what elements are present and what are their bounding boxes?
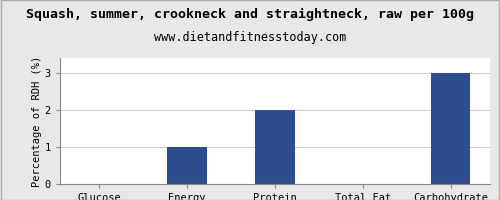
Text: Squash, summer, crookneck and straightneck, raw per 100g: Squash, summer, crookneck and straightne… xyxy=(26,7,474,21)
Text: www.dietandfitnesstoday.com: www.dietandfitnesstoday.com xyxy=(154,31,346,44)
Bar xyxy=(168,147,207,184)
Y-axis label: Percentage of RDH (%): Percentage of RDH (%) xyxy=(32,55,42,187)
Bar xyxy=(255,110,295,184)
Bar xyxy=(431,73,470,184)
